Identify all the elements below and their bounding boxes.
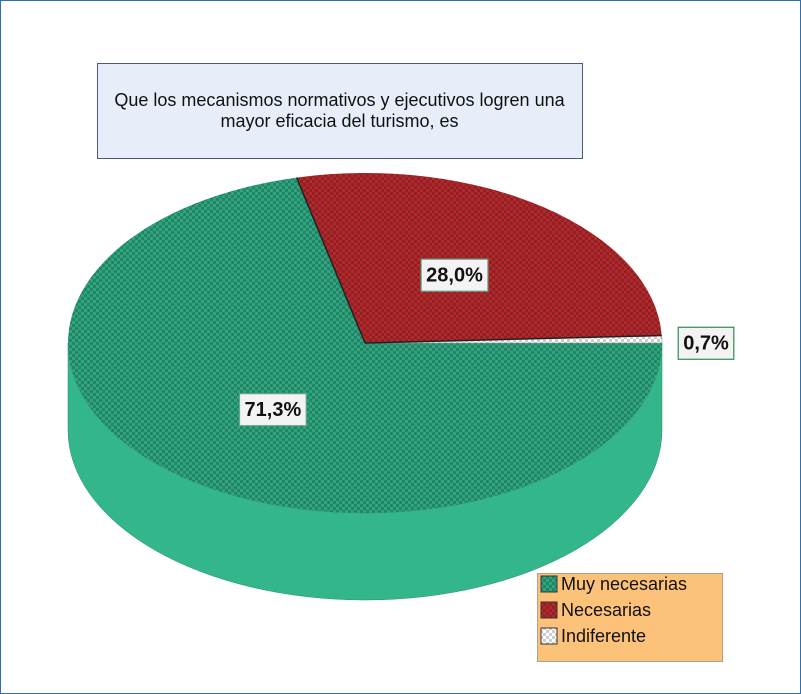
slice [296, 173, 662, 343]
slice-edge [295, 177, 366, 344]
legend-label: Necesarias [561, 600, 651, 620]
title-wrap: Que los mecanismos normativos y ejecutiv… [100, 66, 579, 155]
legend-label: Indiferente [561, 626, 646, 646]
data-label: 28,0% [426, 264, 483, 286]
title-box [97, 63, 583, 159]
legend-label: Muy necesarias [561, 574, 687, 594]
legend-swatch [540, 601, 558, 619]
slice [67, 177, 662, 514]
legend: Muy necesarias Necesarias Indiferente [540, 574, 687, 646]
pie [67, 173, 663, 601]
chart-title: Que los mecanismos normativos y ejecutiv… [114, 89, 565, 131]
slice-edge [364, 334, 662, 344]
data-label-box [238, 393, 307, 427]
data-label: 71,3% [245, 399, 302, 421]
data-labels: 71,3% 28,0% 0,7% [238, 258, 735, 427]
data-label-box [420, 258, 489, 292]
legend-box [537, 573, 723, 662]
legend-swatch [540, 627, 558, 645]
data-label-box [677, 326, 735, 360]
legend-swatch [540, 575, 558, 593]
data-label: 0,7% [683, 333, 729, 355]
title-box-inner: Que los mecanismos normativos y ejecutiv… [100, 66, 579, 155]
